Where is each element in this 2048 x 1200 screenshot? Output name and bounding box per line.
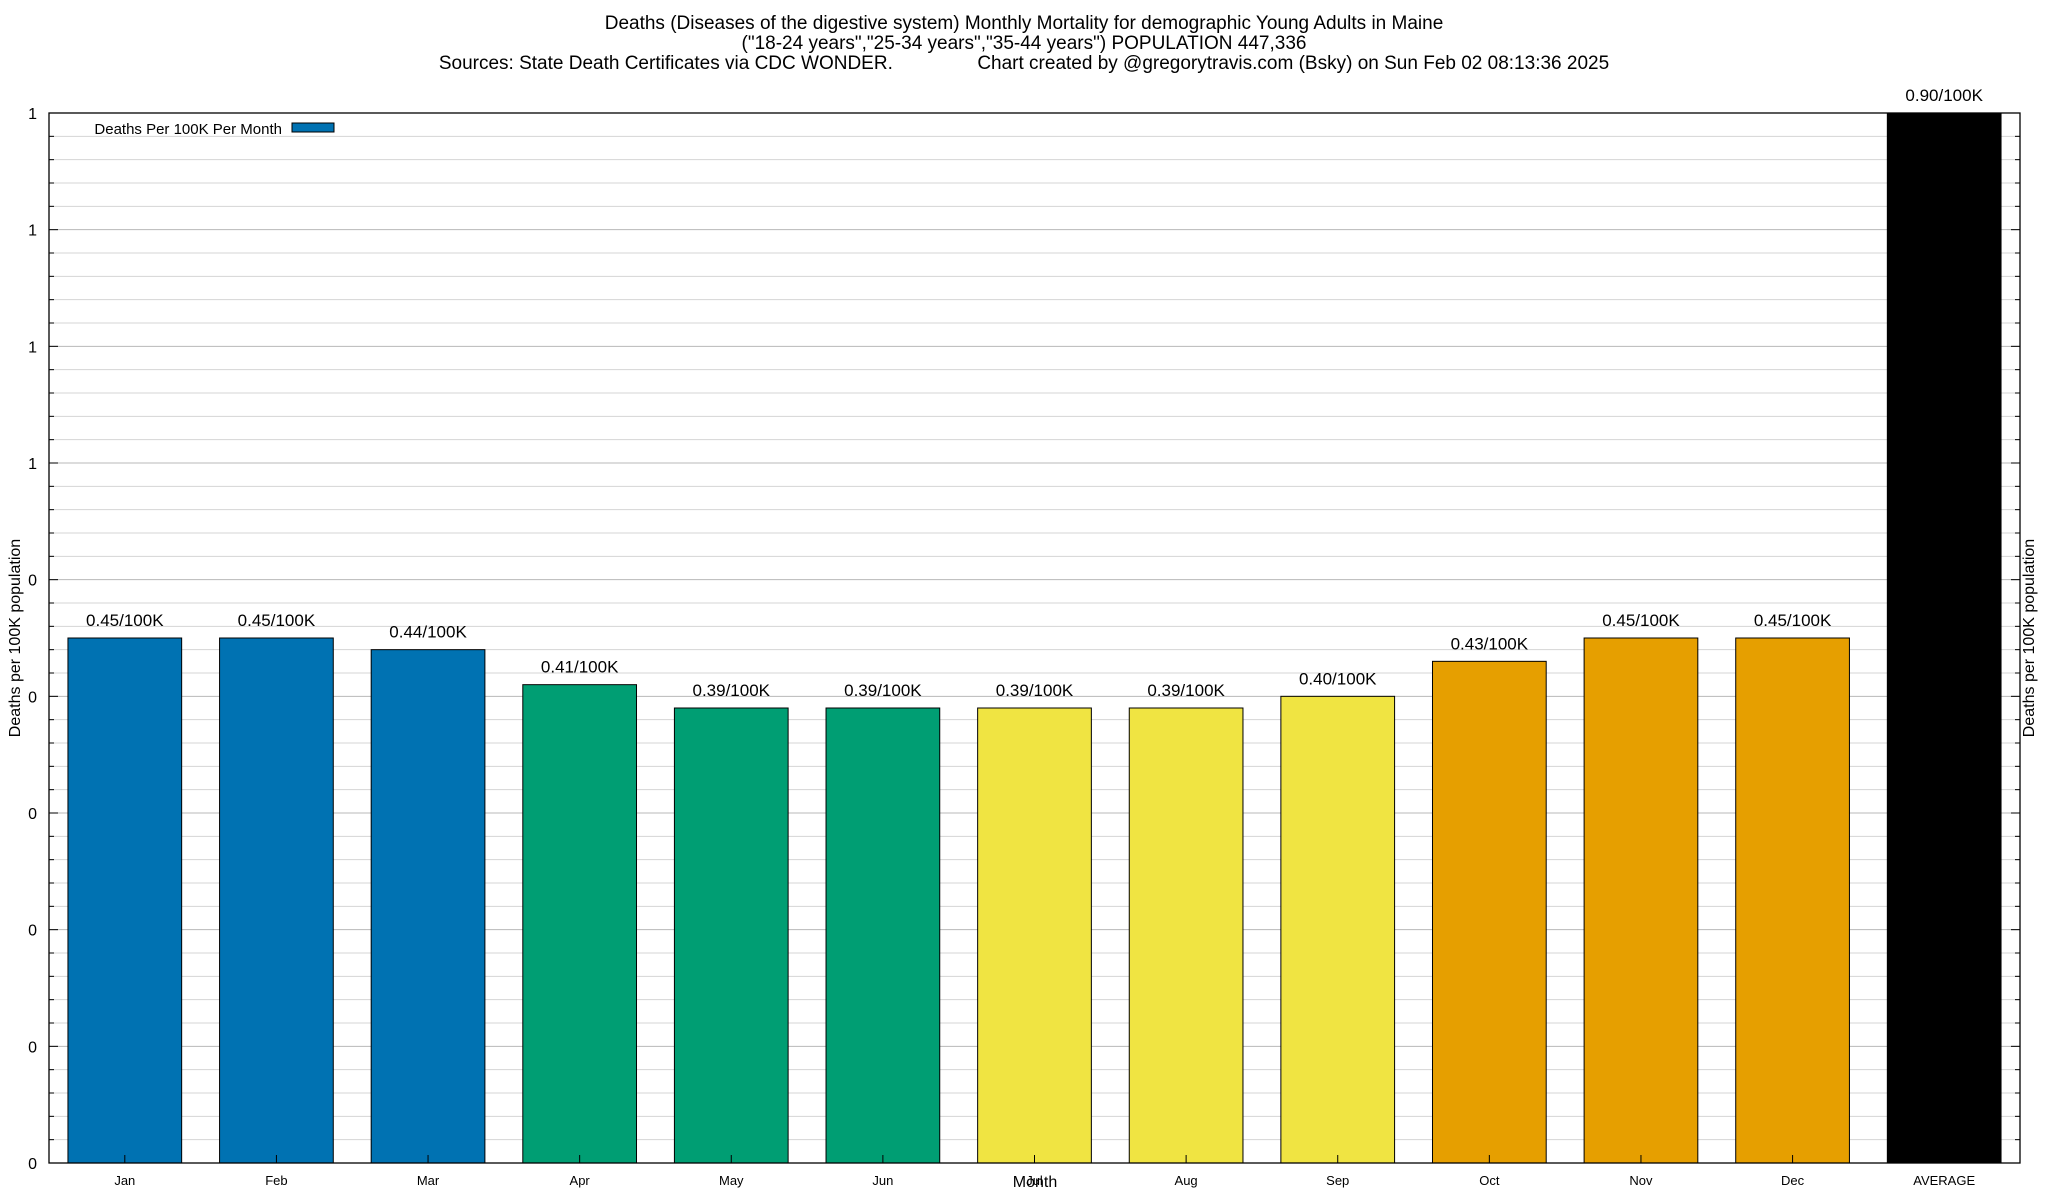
bar-dec — [1735, 637, 1850, 1164]
labels: 0 0 0 0 0 0 1 1 1 1 0.45/100K Jan 0.45/100K Feb 0.44/1… — [28, 86, 1984, 1188]
legend: Deaths Per 100K Per Month — [94, 121, 335, 138]
x-tick-label: Jan — [114, 1173, 135, 1188]
title-line-1: Deaths (Diseases of the digestive system… — [604, 13, 1444, 34]
y-tick-label: 0 — [28, 923, 37, 940]
x-tick-label: Oct — [1479, 1173, 1500, 1188]
legend-swatch — [291, 122, 335, 133]
bar-feb — [219, 637, 334, 1164]
y-tick-label: 0 — [28, 1156, 37, 1173]
y-tick-label: 1 — [28, 223, 37, 240]
bar-average — [1886, 112, 2002, 1164]
data-label: 0.45/100K — [86, 611, 164, 630]
bar-jun — [825, 707, 941, 1164]
data-label: 0.39/100K — [1147, 681, 1225, 700]
title-line-2: ("18-24 years","25-34 years","35-44 year… — [741, 33, 1307, 54]
data-label: 0.90/100K — [1905, 86, 1983, 105]
x-tick-label: Nov — [1629, 1173, 1653, 1188]
data-label: 0.39/100K — [996, 681, 1074, 700]
x-tick-label: Apr — [570, 1173, 591, 1188]
y-tick-label: 0 — [28, 689, 37, 706]
bars — [67, 112, 2002, 1164]
x-tick-label: Dec — [1781, 1173, 1805, 1188]
bar-apr — [522, 684, 638, 1164]
x-tick-label: Aug — [1175, 1173, 1198, 1188]
y-tick-label: 0 — [28, 806, 37, 823]
y-tick-label: 0 — [28, 573, 37, 590]
data-label: 0.45/100K — [1602, 611, 1680, 630]
data-label: 0.45/100K — [238, 611, 316, 630]
title-line-3: Sources: State Death Certificates via CD… — [438, 53, 1610, 74]
x-axis-label: Month — [1012, 1174, 1058, 1191]
bar-nov — [1583, 637, 1699, 1164]
bar-oct — [1431, 660, 1547, 1164]
axis-ticks — [49, 135, 2020, 1163]
data-label: 0.43/100K — [1451, 634, 1529, 653]
data-label: 0.40/100K — [1299, 669, 1377, 688]
y-axis-label: Deaths per 100K population — [7, 538, 24, 738]
y-tick-label: 1 — [28, 106, 37, 123]
legend-label: Deaths Per 100K Per Month — [94, 121, 282, 138]
bar-sep — [1280, 695, 1396, 1164]
bar-jan — [67, 637, 183, 1164]
x-tick-label: AVERAGE — [1913, 1173, 1975, 1188]
data-label: 0.39/100K — [844, 681, 922, 700]
data-label: 0.41/100K — [541, 658, 619, 677]
x-tick-label: Feb — [265, 1173, 287, 1188]
x-tick-label: Mar — [417, 1173, 440, 1188]
data-label: 0.39/100K — [693, 681, 771, 700]
bar-aug — [1128, 707, 1244, 1164]
x-tick-label: Sep — [1326, 1173, 1349, 1188]
data-label: 0.44/100K — [389, 623, 467, 642]
x-tick-label: Jun — [872, 1173, 893, 1188]
y2-axis-label: Deaths per 100K population — [2021, 538, 2038, 738]
y-tick-label: 0 — [28, 1039, 37, 1056]
y-tick-label: 1 — [28, 339, 37, 356]
x-tick-label: Jul — [1026, 1173, 1043, 1188]
y-tick-label: 1 — [28, 456, 37, 473]
bar-may — [673, 707, 789, 1164]
x-tick-label: May — [719, 1173, 744, 1188]
bar-jul — [977, 707, 1092, 1164]
bar-mar — [370, 649, 486, 1164]
chart-title: Deaths (Diseases of the digestive system… — [0, 14, 2048, 74]
data-label: 0.45/100K — [1754, 611, 1832, 630]
